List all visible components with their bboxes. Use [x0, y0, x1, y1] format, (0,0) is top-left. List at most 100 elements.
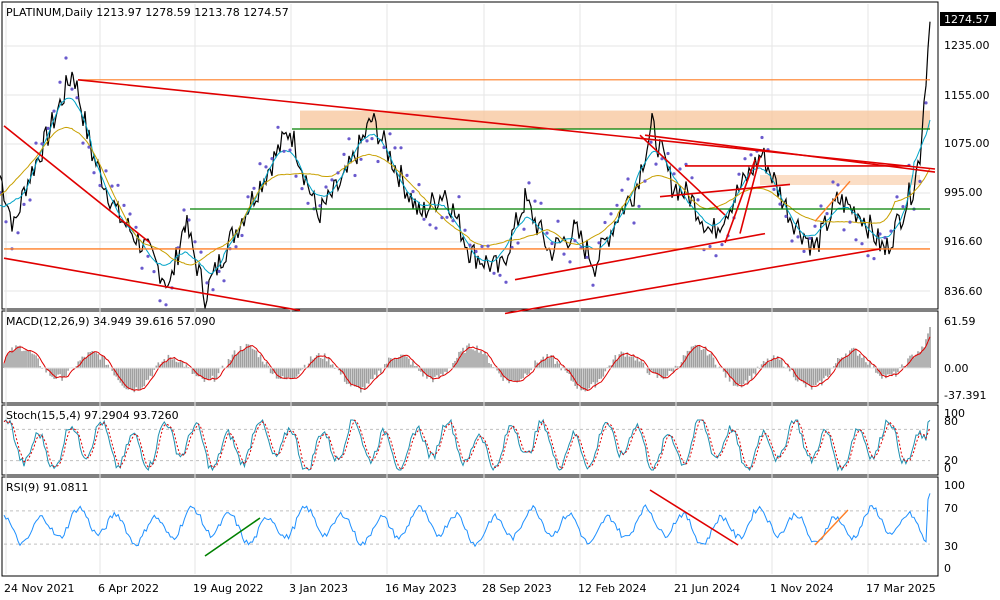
date-label: 21 Jun 2024: [674, 582, 740, 595]
psar-dot: [258, 162, 262, 166]
psar-dot: [522, 227, 526, 231]
psar-dot: [376, 159, 380, 164]
psar-dot: [654, 162, 658, 166]
psar-dot: [924, 101, 928, 105]
psar-dot: [504, 280, 508, 284]
psar-dot: [146, 254, 150, 258]
stoch-series: [3, 418, 931, 472]
psar-dot: [556, 219, 560, 223]
trendline: [739, 156, 761, 234]
psar-dot: [122, 203, 126, 207]
psar-dot: [790, 239, 794, 243]
psar-dot: [690, 176, 694, 180]
trendline: [3, 257, 301, 312]
psar-dot: [848, 220, 852, 224]
psar-dot: [428, 223, 432, 227]
stoch-tick: 80: [944, 415, 958, 428]
psar-dot: [128, 212, 132, 216]
psar-dot: [342, 152, 346, 156]
psar-dot: [737, 172, 741, 176]
psar-dot: [330, 178, 334, 182]
rsi-panel-frame: [1, 476, 939, 577]
rsi-divergence-line: [204, 517, 261, 557]
psar-dot: [318, 204, 322, 208]
trendline: [724, 159, 756, 244]
psar-dot: [264, 165, 268, 169]
macd-panel-frame: [1, 310, 939, 404]
stoch-tick: 100: [944, 407, 965, 420]
rsi-axis: 100 70 30 0: [944, 479, 965, 575]
psar-dot: [98, 183, 102, 188]
macd-series: [3, 327, 931, 393]
psar-dot: [4, 220, 8, 224]
psar-dot: [784, 214, 788, 218]
psar-dot: [720, 243, 724, 247]
psar-dot: [336, 171, 340, 175]
trendline: [639, 134, 726, 216]
psar-dot: [708, 244, 712, 249]
psar-dot: [187, 218, 191, 222]
psar-dot: [591, 283, 595, 287]
psar-dot: [808, 236, 812, 240]
psar-dot: [34, 141, 38, 145]
macd-signal-line: [3, 336, 931, 392]
psar-dot: [40, 142, 44, 146]
psar-dot: [104, 169, 108, 173]
trendline: [659, 183, 791, 198]
psar-dot: [468, 243, 472, 247]
psar-dot: [306, 201, 310, 205]
date-label: 3 Jan 2023: [289, 582, 348, 595]
psar-dot: [585, 255, 589, 259]
psar-dot: [743, 157, 747, 161]
psar-dot: [353, 173, 357, 178]
macd-tick: 61.59: [944, 315, 976, 328]
psar-dot: [498, 273, 502, 277]
psar-dot: [760, 135, 764, 140]
psar-dot: [370, 137, 374, 141]
stoch-tick: 20: [944, 454, 958, 467]
price-tick: 1235.00: [944, 39, 990, 52]
psar-dot: [52, 109, 56, 113]
stoch-panel-frame: [1, 404, 939, 476]
trendline-orange: [814, 180, 851, 222]
psar-dot: [110, 184, 114, 188]
psar-dot: [28, 198, 32, 202]
psar-dot: [75, 96, 79, 100]
psar-dot: [872, 257, 876, 261]
price-axis: 1274.57 1235.00 1155.00 1075.00 995.00 9…: [940, 12, 996, 298]
psar-dot: [883, 236, 887, 240]
psar-dot: [813, 224, 817, 228]
psar-dot: [533, 199, 537, 203]
psar-dot: [347, 137, 351, 141]
psar-dot: [819, 204, 823, 208]
date-label: 6 Apr 2022: [98, 582, 159, 595]
date-label: 12 Feb 2024: [578, 582, 646, 595]
price-tick: 1075.00: [944, 137, 990, 150]
psar-dot: [842, 228, 846, 232]
time-axis: 24 Nov 2021 6 Apr 2022 19 Aug 2022 3 Jan…: [4, 582, 936, 595]
psar-dot: [474, 249, 478, 254]
macd-tick: 0.00: [944, 362, 969, 375]
psar-dot: [388, 132, 392, 136]
psar-dot: [222, 279, 226, 283]
rsi-tick: 30: [944, 540, 958, 553]
rsi-tick: 70: [944, 502, 958, 515]
date-label: 1 Nov 2024: [770, 582, 833, 595]
psar-dot: [158, 299, 162, 303]
psar-dot: [889, 229, 893, 233]
psar-dot: [134, 225, 138, 229]
psar-dot: [0, 191, 2, 195]
psar-dot: [359, 157, 363, 161]
psar-dot: [116, 183, 120, 187]
psar-dot: [288, 148, 292, 152]
psar-dot: [568, 260, 572, 264]
psar-dot: [632, 221, 636, 225]
psar-dot: [480, 244, 484, 249]
psar-dot: [405, 173, 409, 177]
price-tick: 995.00: [944, 186, 983, 199]
current-price-box: [940, 12, 996, 26]
psar-dot: [666, 151, 670, 156]
psar-dot: [411, 189, 415, 194]
psar-dot: [434, 226, 438, 230]
